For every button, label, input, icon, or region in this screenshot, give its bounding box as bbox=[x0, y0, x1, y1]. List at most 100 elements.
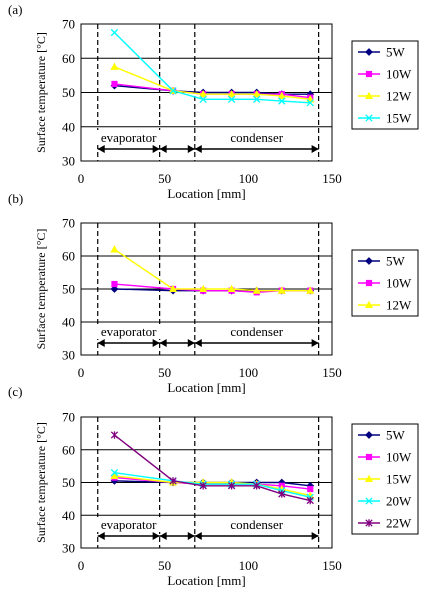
data-point bbox=[253, 95, 261, 104]
arrow-head-right bbox=[311, 145, 319, 153]
adiabatic-span-arrow bbox=[159, 532, 195, 540]
arrow-head-left bbox=[194, 339, 202, 347]
y-tick-label: 40 bbox=[62, 508, 75, 523]
condenser-label: condenser bbox=[230, 130, 283, 145]
legend-entry: 5W bbox=[358, 428, 406, 443]
evaporator-span-arrow bbox=[97, 145, 160, 153]
data-point bbox=[199, 284, 208, 293]
arrow-head-right bbox=[152, 339, 160, 347]
data-point bbox=[169, 87, 177, 95]
legend-label: 12W bbox=[386, 89, 412, 104]
y-axis-label: Surface temperature [°C] bbox=[34, 32, 48, 153]
x-tick-label: 0 bbox=[78, 365, 85, 380]
data-point bbox=[306, 286, 315, 294]
arrow-head-left bbox=[97, 339, 105, 347]
condenser-label-bg bbox=[222, 324, 291, 339]
evaporator-span-arrow bbox=[97, 339, 160, 347]
y-tick-label: 60 bbox=[62, 442, 75, 457]
arrow-head-right bbox=[311, 532, 319, 540]
arrow-head-left bbox=[97, 145, 105, 153]
y-tick-label: 70 bbox=[62, 216, 75, 231]
series-12W bbox=[110, 62, 315, 103]
panel-label: (c) bbox=[8, 384, 22, 399]
data-point bbox=[110, 62, 119, 70]
legend: 5W 10W 12W bbox=[351, 249, 419, 317]
chart-panel-3: (c) 30 40 50 60 70 0 50 100 150 Location [mm] Surfa… bbox=[8, 384, 419, 588]
data-point bbox=[110, 469, 119, 477]
evaporator-label-bg bbox=[93, 130, 164, 145]
legend-label: 22W bbox=[386, 516, 412, 531]
data-point bbox=[277, 286, 286, 294]
data-point bbox=[110, 431, 119, 439]
condenser-span-arrow bbox=[194, 339, 319, 347]
y-tick-label: 70 bbox=[62, 17, 75, 32]
arrow-head-left bbox=[159, 339, 167, 347]
legend-marker bbox=[365, 497, 373, 505]
data-point bbox=[227, 482, 236, 490]
legend-label: 5W bbox=[386, 254, 406, 269]
legend-marker bbox=[365, 431, 373, 439]
legend-entry: 10W bbox=[358, 450, 412, 465]
evaporator-label-bg bbox=[93, 517, 164, 532]
x-tick-label: 50 bbox=[158, 365, 171, 380]
x-tick-label: 100 bbox=[239, 365, 259, 380]
legend-entry: 15W bbox=[358, 472, 412, 487]
legend-entry: 5W bbox=[358, 45, 406, 60]
x-axis-label: Location [mm] bbox=[167, 186, 245, 201]
legend-marker bbox=[365, 114, 373, 122]
y-tick-label: 50 bbox=[62, 282, 75, 297]
y-tick-label: 30 bbox=[62, 154, 75, 169]
data-point bbox=[111, 80, 118, 88]
chart-panel-1: (a) 30 40 50 60 70 0 50 100 150 Location [mm] Surfa… bbox=[8, 2, 419, 201]
legend-label: 20W bbox=[386, 494, 412, 509]
y-tick-label: 50 bbox=[62, 475, 75, 490]
legend-entry: 10W bbox=[358, 276, 412, 291]
data-point bbox=[306, 496, 314, 505]
arrow-head-right bbox=[187, 339, 195, 347]
legend-entry: 20W bbox=[358, 494, 412, 509]
condenser-span-arrow bbox=[194, 145, 319, 153]
data-point bbox=[307, 485, 314, 493]
plot-area bbox=[80, 222, 333, 356]
condenser-span-arrow bbox=[194, 532, 319, 540]
data-point bbox=[110, 245, 119, 253]
y-tick-label: 50 bbox=[62, 85, 75, 100]
arrow-head-left bbox=[159, 532, 167, 540]
evaporator-label: evaporator bbox=[101, 324, 157, 339]
legend-marker bbox=[365, 48, 373, 56]
condenser-label: condenser bbox=[230, 517, 283, 532]
condenser-label: condenser bbox=[230, 324, 283, 339]
data-point bbox=[169, 477, 177, 485]
arrow-head-left bbox=[194, 532, 202, 540]
x-tick-label: 50 bbox=[158, 171, 171, 186]
evaporator-label: evaporator bbox=[101, 130, 157, 145]
legend-marker bbox=[364, 474, 374, 483]
y-tick-label: 70 bbox=[62, 410, 75, 425]
data-point bbox=[277, 91, 286, 99]
legend-marker bbox=[364, 300, 374, 309]
data-point bbox=[227, 89, 236, 98]
legend-marker bbox=[365, 453, 373, 461]
data-point bbox=[278, 490, 286, 498]
evaporator-label-bg bbox=[93, 324, 164, 339]
data-point bbox=[278, 97, 286, 105]
data-point bbox=[199, 482, 207, 490]
adiabatic-span-arrow bbox=[159, 145, 195, 153]
legend-entry: 12W bbox=[358, 89, 412, 104]
y-tick-label: 60 bbox=[62, 249, 75, 264]
legend: 5W 10W 15W 20W 22W bbox=[351, 423, 419, 535]
evaporator-label: evaporator bbox=[101, 517, 157, 532]
legend-marker bbox=[365, 70, 373, 78]
legend-label: 15W bbox=[386, 111, 412, 126]
x-axis-label: Location [mm] bbox=[167, 573, 245, 588]
panel-label: (b) bbox=[8, 191, 23, 206]
data-point bbox=[110, 471, 119, 480]
legend: 5W 10W 12W 15W bbox=[351, 40, 419, 130]
data-point bbox=[306, 99, 314, 107]
data-point bbox=[199, 95, 207, 104]
arrow-head-right bbox=[152, 145, 160, 153]
legend-label: 10W bbox=[386, 67, 412, 82]
arrow-head-left bbox=[97, 532, 105, 540]
x-tick-label: 0 bbox=[78, 558, 85, 573]
